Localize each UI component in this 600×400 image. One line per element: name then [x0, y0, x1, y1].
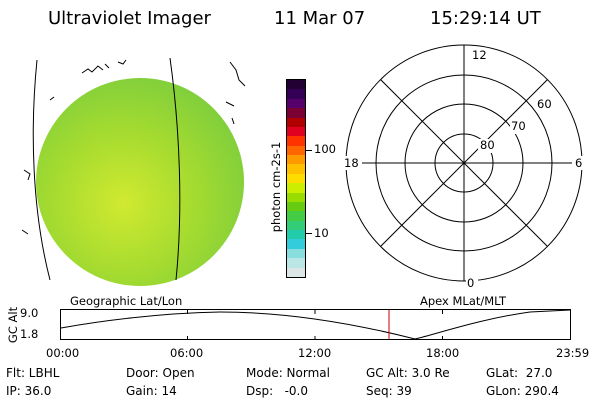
altitude-ylabel: GC Alt — [6, 303, 20, 347]
geographic-label: Geographic Lat/Lon — [70, 294, 183, 308]
seq-info: Seq: 39 — [366, 384, 412, 398]
lat-label-70: 70 — [511, 119, 526, 133]
colorbar-segment — [287, 126, 305, 137]
colorbar-segment — [287, 164, 305, 174]
coastline — [21, 59, 246, 235]
colorbar-segment — [287, 89, 305, 99]
glat-info: GLat: 27.0 — [486, 366, 553, 380]
altitude-curve — [60, 309, 571, 340]
colorbar-segment — [287, 248, 305, 259]
colorbar-segment — [287, 145, 305, 155]
x-tick-label: 06:00 — [170, 346, 204, 360]
mlt-diagonal — [380, 79, 548, 247]
mlt-label-6: 6 — [575, 156, 583, 170]
instrument-title: Ultraviolet Imager — [48, 8, 211, 29]
colorbar-segment — [287, 201, 305, 212]
colorbar-segment — [287, 80, 305, 90]
colorbar-tick-10 — [306, 233, 312, 234]
colorbar-segment — [287, 267, 305, 277]
colorbar-segment — [287, 155, 305, 165]
mlt-label-12: 12 — [472, 48, 487, 62]
colorbar-segment — [287, 117, 305, 127]
mlt-label-18: 18 — [344, 156, 359, 170]
colorbar-segment — [287, 173, 305, 184]
colorbar-unit-text: photon cm-2s-1 — [269, 141, 283, 233]
altitude-ymax: 9.0 — [20, 306, 39, 320]
colorbar-segment — [287, 192, 305, 202]
colorbar — [286, 79, 306, 278]
mlt-label-0: 0 — [467, 276, 475, 290]
colorbar-segment — [287, 108, 305, 118]
door-info: Door: Open — [126, 366, 195, 380]
mode-info: Mode: Normal — [246, 366, 330, 380]
glon-info: GLon: 290.4 — [486, 384, 559, 398]
x-tick-label: 00:00 — [46, 346, 80, 360]
altitude-plot — [60, 309, 571, 340]
gc-alt-info: GC Alt: 3.0 Re — [366, 366, 450, 380]
x-tick-label: 18:00 — [426, 346, 460, 360]
polar-plot — [342, 44, 586, 288]
time-label: 15:29:14 UT — [430, 8, 541, 29]
colorbar-segment — [287, 183, 305, 193]
gain-info: Gain: 14 — [126, 384, 177, 398]
date-label: 11 Mar 07 — [274, 8, 366, 29]
filter-info: Flt: LBHL — [6, 366, 60, 380]
x-tick-label: 23:59 — [556, 346, 590, 360]
colorbar-segment — [287, 239, 305, 249]
colorbar-segment — [287, 136, 305, 146]
ip-info: IP: 36.0 — [6, 384, 52, 398]
lat-label-60: 60 — [537, 97, 552, 111]
colorbar-tick-100 — [306, 150, 312, 151]
colorbar-segment — [287, 258, 305, 268]
colorbar-label-100: 100 — [314, 142, 336, 156]
colorbar-unit-label: photon cm-2s-1 — [269, 117, 283, 257]
colorbar-segment — [287, 230, 305, 240]
dsp-info: Dsp: -0.0 — [246, 384, 309, 398]
colorbar-segment — [287, 98, 305, 109]
apex-label: Apex MLat/MLT — [420, 294, 507, 308]
altitude-ymin: 1.8 — [20, 327, 39, 341]
colorbar-segment — [287, 220, 305, 230]
meridian-line — [32, 59, 51, 281]
colorbar-label-10: 10 — [314, 226, 329, 240]
colorbar-segment — [287, 211, 305, 221]
x-tick-label: 12:00 — [298, 346, 332, 360]
altitude-ylabel-text: GC Alt — [6, 306, 20, 344]
uv-image-disk — [21, 57, 246, 286]
meridian-line — [169, 57, 181, 281]
lat-label-80: 80 — [480, 138, 495, 152]
